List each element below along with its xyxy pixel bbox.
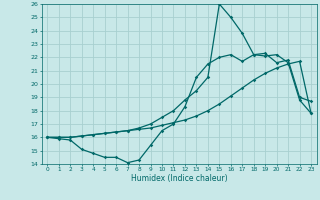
X-axis label: Humidex (Indice chaleur): Humidex (Indice chaleur) — [131, 174, 228, 183]
